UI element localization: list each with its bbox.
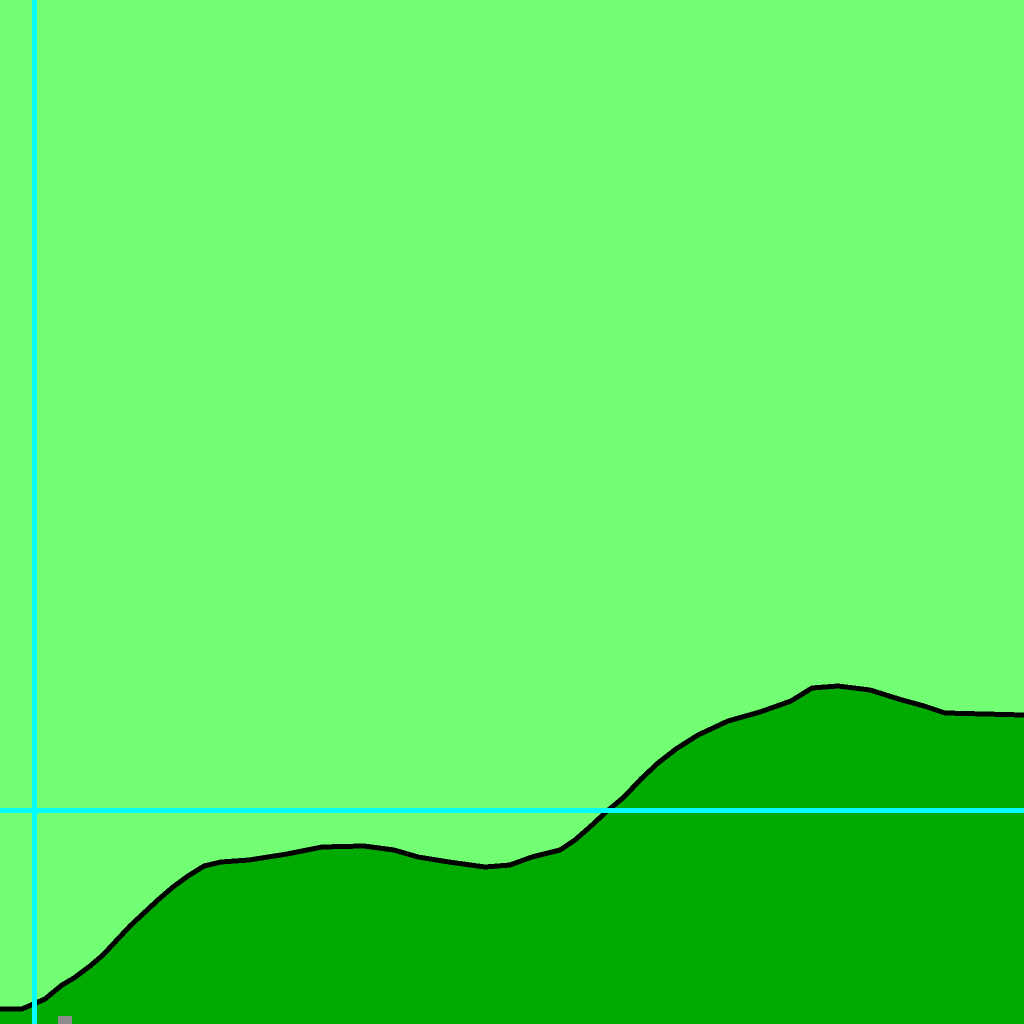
vertical-guide-line[interactable] — [32, 0, 37, 1024]
horizontal-guide-line[interactable] — [0, 808, 1024, 813]
terrain-outline — [0, 683, 1024, 1012]
terrain-fill — [0, 686, 1024, 1024]
small-square-marker-icon — [58, 1016, 72, 1024]
